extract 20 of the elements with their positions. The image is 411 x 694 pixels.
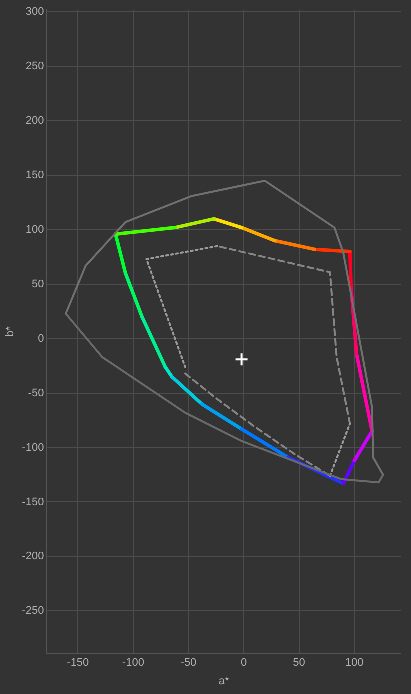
y-tick-label: -50 (28, 387, 44, 400)
y-tick-label: 250 (26, 60, 44, 73)
x-tick-label: 50 (293, 657, 306, 670)
y-tick-label: -200 (22, 550, 44, 563)
y-tick-label: 50 (32, 278, 44, 290)
x-tick-label: -100 (122, 657, 144, 670)
x-tick-label: -150 (67, 657, 90, 670)
y-tick-label: 0 (38, 332, 44, 345)
y-tick-label: 300 (26, 6, 44, 18)
y-tick-label: 100 (26, 224, 44, 236)
x-axis-title: a* (218, 675, 230, 688)
y-tick-label: 150 (26, 170, 44, 182)
y-tick-label: -100 (22, 442, 44, 454)
x-tick-label: -50 (180, 657, 197, 670)
y-tick-label: -250 (22, 605, 44, 618)
y-axis-title: b* (4, 326, 17, 338)
x-tick-label: 0 (240, 657, 248, 670)
y-tick-label: 200 (26, 115, 44, 128)
x-tick-label: 100 (345, 657, 364, 670)
y-tick-label: -150 (22, 496, 44, 508)
